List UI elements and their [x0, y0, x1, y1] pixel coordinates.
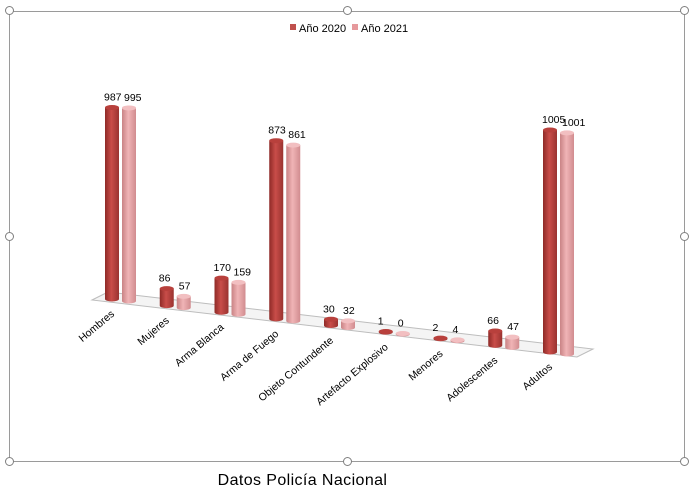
bar-1-5	[395, 331, 410, 337]
bar-0-7	[488, 328, 503, 348]
bar-cap-1-4	[341, 318, 355, 324]
value-label-0-8: 1005	[542, 114, 566, 126]
category-label-6: Menores	[406, 348, 445, 383]
resize-handle-bottom-center[interactable]	[343, 457, 352, 466]
resize-handle-bottom-left[interactable]	[5, 457, 14, 466]
bar-cap-1-6	[450, 337, 465, 343]
value-label-0-3: 873	[268, 125, 286, 137]
resize-handle-top-center[interactable]	[343, 6, 352, 15]
bar-cap-0-4	[324, 316, 338, 322]
value-label-0-1: 86	[159, 273, 171, 285]
bar-body-1-1	[176, 296, 191, 311]
bar-cap-1-3	[286, 142, 301, 148]
bar-body-0-7	[488, 331, 503, 348]
value-label-0-6: 2	[433, 322, 439, 334]
bar-0-5	[378, 329, 393, 335]
value-label-0-4: 30	[323, 303, 335, 315]
bar-0-2	[214, 275, 229, 315]
bar-cap-0-3	[269, 138, 284, 144]
bar-body-0-1	[159, 288, 174, 309]
value-label-0-0: 987	[104, 91, 122, 103]
legend-label-2021: Año 2021	[361, 23, 408, 35]
value-labels: 987 995 86 57 170 159 873 861 30 32 1 0 2 4 66 47 100510…	[104, 91, 586, 335]
bar-cap-0-6	[433, 335, 448, 341]
bar-cap-0-0	[105, 104, 119, 110]
category-label-0: Hombres	[77, 308, 117, 345]
bar-body-0-4	[324, 319, 338, 328]
bar-1-0	[122, 105, 136, 304]
category-label-3: Arma de Fuego	[218, 328, 281, 384]
bar-0-3	[269, 138, 284, 322]
bar-cap-0-7	[488, 328, 503, 334]
value-label-0-2: 170	[214, 262, 232, 274]
bar-0-1	[159, 286, 174, 309]
value-label-1-7: 47	[507, 321, 519, 333]
resize-handle-middle-right[interactable]	[680, 232, 689, 241]
bar-cap-0-1	[159, 286, 174, 292]
bar-1-8	[560, 130, 574, 357]
value-label-1-4: 32	[343, 305, 355, 317]
bar-1-6	[450, 337, 465, 344]
bar-body-1-8	[560, 132, 574, 357]
bar-cap-1-1	[176, 293, 191, 299]
value-label-1-0: 995	[124, 92, 142, 104]
value-label-1-6: 4	[453, 324, 459, 336]
value-label-1-1: 57	[179, 280, 191, 292]
bars	[105, 104, 574, 357]
category-label-8: Adultos	[520, 361, 555, 393]
category-label-2: Arma Blanca	[173, 321, 227, 369]
bar-body-1-3	[286, 145, 301, 324]
resize-handle-bottom-right[interactable]	[680, 457, 689, 466]
resize-handle-top-right[interactable]	[680, 6, 689, 15]
value-label-1-5: 0	[398, 318, 404, 330]
bar-0-6	[433, 335, 448, 342]
bar-cap-1-0	[122, 105, 136, 111]
bar-cap-1-5	[395, 331, 410, 337]
bar-body-0-3	[269, 140, 284, 322]
legend-label-2020: Año 2020	[299, 23, 346, 35]
bar-body-1-0	[122, 107, 136, 304]
value-label-1-8: 1001	[562, 117, 586, 129]
bar-0-0	[105, 104, 119, 302]
bar-cap-0-2	[214, 275, 229, 281]
bar-body-1-7	[505, 337, 520, 350]
bar-1-1	[176, 293, 191, 311]
bar-1-3	[286, 142, 301, 324]
bar-1-7	[505, 334, 520, 350]
legend: Año 2020 Año 2021	[290, 23, 408, 35]
value-label-0-5: 1	[378, 316, 384, 328]
chart-caption: Datos Policía Nacional	[217, 472, 388, 489]
value-label-0-7: 66	[487, 315, 499, 327]
bar-0-4	[324, 316, 338, 328]
bar-cap-1-2	[231, 279, 246, 285]
bar-cap-1-8	[560, 130, 574, 136]
legend-swatch-2020	[290, 24, 296, 30]
resize-handle-top-left[interactable]	[5, 6, 14, 15]
category-label-1: Mujeres	[135, 315, 171, 348]
bar-body-1-4	[341, 320, 355, 330]
category-label-7: Adolescentes	[444, 354, 500, 404]
bar-cap-0-8	[543, 127, 557, 133]
bar-body-0-8	[543, 130, 558, 355]
legend-swatch-2021	[352, 24, 358, 30]
bar-1-4	[341, 318, 355, 330]
value-label-1-2: 159	[234, 266, 252, 278]
bar-cap-1-7	[505, 334, 520, 340]
bar-body-1-2	[231, 282, 246, 317]
bar-1-2	[231, 279, 246, 317]
bar-0-8	[543, 127, 558, 355]
value-label-1-3: 861	[288, 129, 306, 141]
resize-handle-middle-left[interactable]	[5, 232, 14, 241]
bar-body-0-0	[105, 107, 119, 302]
bar-body-0-2	[214, 278, 229, 315]
bar-cap-0-5	[378, 329, 393, 335]
